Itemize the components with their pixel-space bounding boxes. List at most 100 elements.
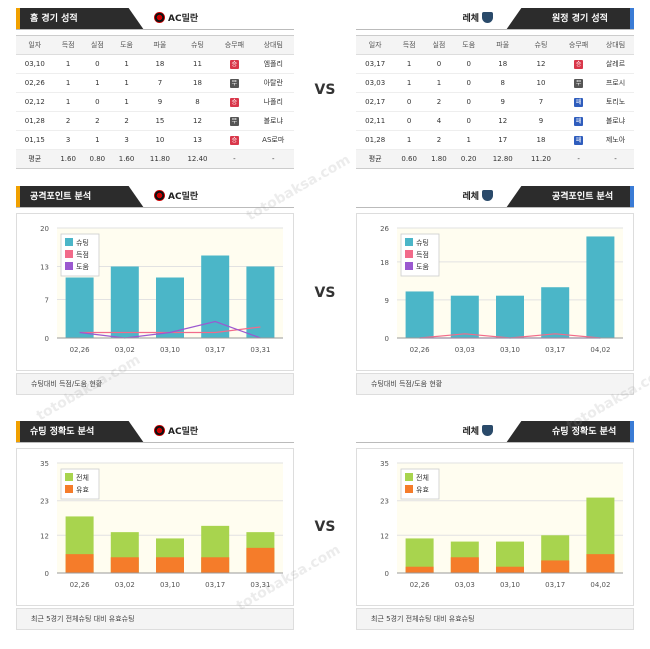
shots-bar bbox=[110, 266, 139, 338]
x-tick-label: 03,02 bbox=[115, 346, 135, 354]
table-cell: 13 bbox=[178, 130, 217, 150]
x-tick-label: 03,31 bbox=[250, 346, 270, 354]
table-cell: 1 bbox=[424, 73, 454, 93]
table-cell: 1.60 bbox=[53, 149, 83, 169]
away-accuracy-chart: 35 23 12 0 02,26 03,03 03,10 03,17 04,02 전체 유효 bbox=[356, 448, 634, 606]
table-cell: 3 bbox=[111, 130, 142, 150]
table-cell: 2 bbox=[82, 111, 112, 131]
table-cell: 패 bbox=[560, 111, 598, 131]
table-row: 03,17 1 0 0 18 12 승 살레르 bbox=[356, 54, 634, 74]
table-cell: 7 bbox=[141, 73, 179, 93]
legend-swatch bbox=[405, 485, 413, 493]
x-tick-label: 02,26 bbox=[70, 581, 91, 589]
home-accuracy-chart: 35 23 12 0 02,26 03,02 03,10 03,17 03,31 전체 유효 bbox=[16, 448, 294, 606]
table-cell: 프로시 bbox=[597, 73, 634, 93]
table-header: 승무패 bbox=[560, 35, 598, 55]
y-tick-label: 23 bbox=[40, 498, 49, 506]
table-cell: 12 bbox=[521, 54, 561, 74]
table-header: 슈팅 bbox=[178, 35, 217, 55]
vs-label-2: VS bbox=[314, 285, 336, 301]
table-header: 파울 bbox=[141, 35, 179, 55]
table-cell: 2 bbox=[53, 111, 83, 131]
legend-swatch bbox=[65, 250, 73, 258]
table-cell: 평균 bbox=[16, 149, 54, 169]
shots-bar bbox=[586, 236, 615, 338]
result-badge: 승 bbox=[574, 59, 584, 69]
legend-label: 득점 bbox=[76, 251, 89, 259]
table-cell: 12 bbox=[483, 111, 522, 131]
table-cell: 11 bbox=[178, 54, 217, 74]
table-cell: 0 bbox=[394, 92, 425, 112]
x-tick-label: 03,10 bbox=[500, 346, 520, 354]
table-cell: 01,28 bbox=[356, 130, 395, 150]
table-cell: 승 bbox=[560, 54, 598, 74]
table-header: 일자 bbox=[16, 35, 54, 55]
effective-shots-bar bbox=[156, 557, 184, 573]
effective-shots-bar bbox=[405, 566, 434, 573]
legend-swatch bbox=[65, 473, 73, 481]
shots-bar bbox=[496, 295, 524, 338]
table-cell: 1 bbox=[453, 130, 484, 150]
away-attack-note: 슈팅대비 득점/도움 현황 bbox=[356, 373, 634, 395]
legend-label: 슈팅 bbox=[416, 238, 429, 247]
table-cell: 0 bbox=[82, 54, 112, 74]
table-cell: 1 bbox=[111, 92, 142, 112]
table-row: 01,28 1 2 1 17 18 패 제노아 bbox=[356, 130, 634, 150]
x-tick-label: 03,02 bbox=[115, 581, 135, 589]
away-record-table: 일자 득점 실점 도움 파울 슈팅 승무패 상대팀 03,17 1 0 0 18 12 승 살레르 03,03… bbox=[356, 35, 634, 169]
y-tick-label: 20 bbox=[40, 225, 49, 233]
effective-shots-bar bbox=[110, 557, 139, 573]
y-tick-label: 23 bbox=[380, 498, 389, 506]
table-cell: 평균 bbox=[356, 149, 395, 169]
y-tick-label: 12 bbox=[40, 532, 49, 540]
home-attack-title: 공격포인트 분석 bbox=[16, 186, 144, 208]
legend-label: 전체 bbox=[416, 473, 429, 482]
table-cell: 엠폴리 bbox=[252, 54, 294, 74]
effective-shots-bar bbox=[201, 557, 230, 573]
table-cell: 11.80 bbox=[141, 149, 179, 169]
table-cell: 9 bbox=[141, 92, 179, 112]
result-badge: 무 bbox=[229, 78, 239, 88]
x-tick-label: 03,31 bbox=[250, 581, 270, 589]
table-header: 상대팀 bbox=[252, 35, 294, 55]
away-accuracy-title: 슈팅 정확도 분석 bbox=[506, 421, 634, 443]
table-header: 득점 bbox=[53, 35, 83, 55]
table-cell: 18 bbox=[483, 54, 522, 74]
table-header: 실점 bbox=[424, 35, 454, 55]
table-cell: 12.80 bbox=[483, 149, 522, 169]
table-cell: 11.20 bbox=[521, 149, 561, 169]
table-cell: 제노아 bbox=[597, 130, 634, 150]
table-header: 일자 bbox=[356, 35, 395, 55]
x-tick-label: 03,03 bbox=[455, 346, 475, 354]
y-tick-label: 35 bbox=[380, 460, 389, 468]
table-cell: 볼로냐 bbox=[252, 111, 294, 131]
x-tick-label: 03,17 bbox=[545, 346, 565, 354]
assists-line bbox=[79, 320, 261, 339]
away-attack-team: 레체 bbox=[462, 190, 496, 204]
table-cell: 10 bbox=[521, 73, 561, 93]
legend-swatch bbox=[405, 473, 413, 481]
legend-label: 득점 bbox=[416, 251, 429, 259]
table-cell: 아탈란 bbox=[252, 73, 294, 93]
table-cell: 1 bbox=[53, 92, 83, 112]
home-attack-note: 슈팅대비 득점/도움 현황 bbox=[16, 373, 294, 395]
table-header: 승무패 bbox=[216, 35, 253, 55]
table-cell: 토리노 bbox=[597, 92, 634, 112]
table-cell: 0 bbox=[453, 111, 484, 131]
table-cell: 1 bbox=[82, 73, 112, 93]
away-team-name: 레체 bbox=[462, 12, 496, 26]
table-row: 03,10 1 0 1 18 11 승 엠폴리 bbox=[16, 54, 294, 74]
legend-label: 유효 bbox=[76, 486, 89, 494]
x-tick-label: 03,17 bbox=[205, 346, 225, 354]
table-cell: 1 bbox=[394, 130, 425, 150]
lecce-crest-icon bbox=[482, 190, 493, 201]
x-tick-label: 03,10 bbox=[500, 581, 520, 589]
table-cell: 18 bbox=[178, 73, 217, 93]
y-tick-label: 18 bbox=[380, 259, 389, 267]
legend-swatch bbox=[65, 485, 73, 493]
table-cell: 7 bbox=[521, 92, 561, 112]
table-cell: 18 bbox=[141, 54, 179, 74]
table-cell: 1 bbox=[394, 54, 425, 74]
table-cell: 1 bbox=[82, 130, 112, 150]
table-cell: 9 bbox=[521, 111, 561, 131]
